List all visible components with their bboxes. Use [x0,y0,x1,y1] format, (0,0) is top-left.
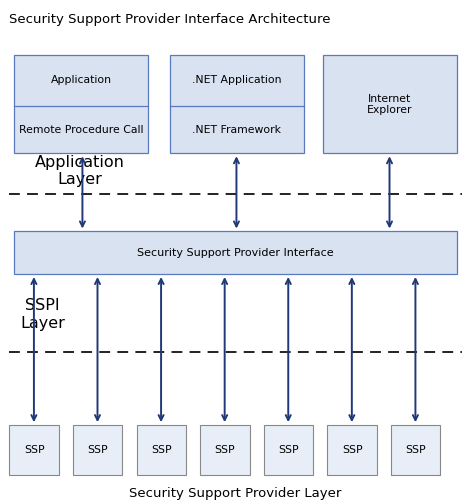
Text: SSP: SSP [406,445,426,455]
FancyArrowPatch shape [80,158,85,226]
FancyBboxPatch shape [327,425,377,475]
Text: .NET Application: .NET Application [192,75,282,85]
FancyArrowPatch shape [32,279,36,420]
FancyArrowPatch shape [95,279,100,420]
FancyArrowPatch shape [387,158,392,226]
Text: Internet
Explorer: Internet Explorer [367,94,413,115]
FancyBboxPatch shape [14,55,148,153]
FancyBboxPatch shape [200,425,250,475]
FancyBboxPatch shape [323,55,457,153]
FancyArrowPatch shape [222,279,227,420]
Text: SSP: SSP [278,445,299,455]
FancyBboxPatch shape [14,231,457,274]
Text: Security Support Provider Interface: Security Support Provider Interface [137,248,334,258]
FancyArrowPatch shape [234,158,239,226]
Text: Application
Layer: Application Layer [35,155,125,187]
Text: SSPI
Layer: SSPI Layer [20,298,65,330]
FancyArrowPatch shape [286,279,291,420]
Text: SSP: SSP [342,445,362,455]
Text: SSP: SSP [24,445,44,455]
FancyArrowPatch shape [159,279,163,420]
Text: Security Support Provider Layer: Security Support Provider Layer [130,487,341,500]
Text: SSP: SSP [215,445,235,455]
FancyBboxPatch shape [9,425,59,475]
Text: SSP: SSP [151,445,171,455]
FancyBboxPatch shape [170,55,304,153]
Text: Application: Application [51,75,112,85]
Text: Security Support Provider Interface Architecture: Security Support Provider Interface Arch… [9,13,331,26]
FancyArrowPatch shape [349,279,354,420]
FancyArrowPatch shape [413,279,418,420]
FancyBboxPatch shape [137,425,186,475]
Text: .NET Framework: .NET Framework [192,125,281,135]
Text: SSP: SSP [88,445,108,455]
FancyBboxPatch shape [391,425,440,475]
Text: Remote Procedure Call: Remote Procedure Call [19,125,144,135]
FancyBboxPatch shape [73,425,122,475]
FancyBboxPatch shape [264,425,313,475]
